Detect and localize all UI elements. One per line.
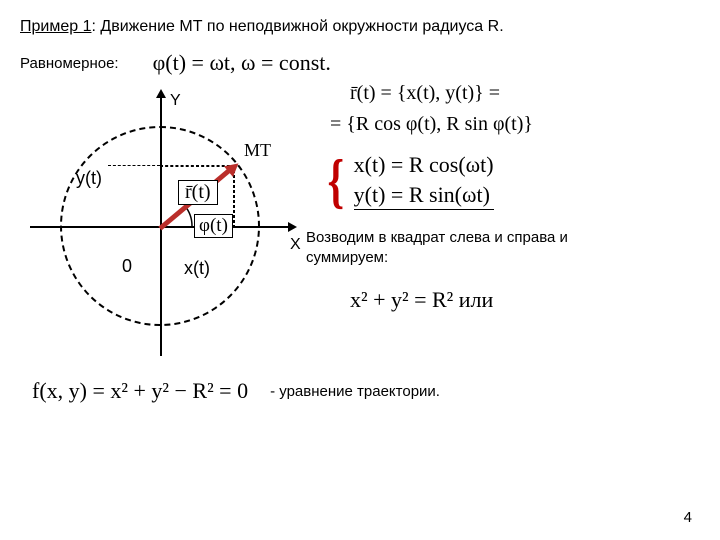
title-rest: : Движение МТ по неподвижной окружности … bbox=[91, 18, 503, 35]
trajectory-text: - уравнение траектории. bbox=[270, 383, 440, 400]
eq-rvec-2: = {R cos φ(t), R sin φ(t)} bbox=[330, 113, 700, 136]
right-column: r̄(t) = {x(t), y(t)} = = {R cos φ(t), R … bbox=[300, 80, 700, 313]
y-axis-label: Y bbox=[170, 92, 181, 110]
yt-label: y(t) bbox=[76, 168, 102, 189]
eq-phi: φ(t) = ωt, ω = const. bbox=[153, 50, 331, 76]
x-axis-label: X bbox=[290, 236, 301, 254]
phi-box: φ(t) bbox=[194, 214, 233, 238]
x-axis-arrow bbox=[288, 222, 297, 232]
yt-dash bbox=[108, 165, 160, 166]
uniform-label: Равномерное: bbox=[20, 55, 119, 72]
mt-label: МТ bbox=[244, 140, 271, 161]
origin-label: 0 bbox=[122, 256, 132, 277]
eq-rvec-1: r̄(t) = {x(t), y(t)} = bbox=[350, 82, 700, 105]
eq-y: y(t) = R sin(ωt) bbox=[354, 182, 494, 210]
eq-circle: x² + y² = R² или bbox=[350, 287, 700, 313]
parametric-equations: { x(t) = R cos(ωt) y(t) = R sin(ωt) bbox=[324, 152, 700, 210]
eq-trajectory: f(x, y) = x² + y² − R² = 0 bbox=[32, 378, 248, 404]
title: Пример 1: Движение МТ по неподвижной окр… bbox=[20, 18, 700, 36]
page-number: 4 bbox=[684, 509, 692, 526]
title-underlined: Пример 1 bbox=[20, 18, 91, 35]
xt-label: x(t) bbox=[184, 258, 210, 279]
brace-icon: { bbox=[328, 157, 345, 205]
r-box: r̄(t) bbox=[178, 180, 218, 205]
square-text: Возводим в квадрат слева и справа и сумм… bbox=[306, 228, 616, 269]
circle-diagram: Y X МТ y(t) x(t) 0 r̄(t) φ(t) bbox=[20, 86, 300, 366]
y-axis-arrow bbox=[156, 89, 166, 98]
eq-x: x(t) = R cos(ωt) bbox=[354, 152, 494, 178]
